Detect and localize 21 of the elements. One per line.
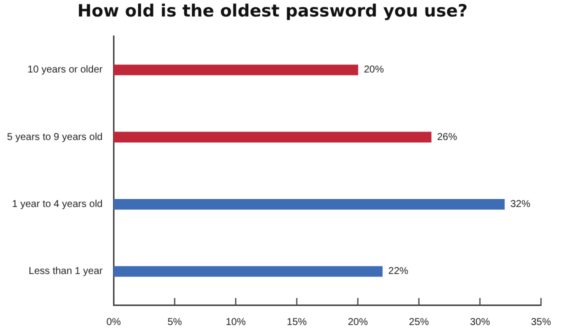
x-tick-label: 30% — [470, 316, 490, 328]
bar — [114, 132, 432, 142]
data-label: 22% — [388, 266, 408, 278]
data-label: 20% — [364, 64, 384, 76]
x-tick-label: 35% — [530, 316, 552, 328]
bar — [114, 266, 383, 277]
x-tick-label: 10% — [226, 316, 246, 328]
x-tick-label: 20% — [348, 316, 368, 328]
x-tick-label: 25% — [408, 316, 430, 328]
chart-title: How old is the oldest password you use? — [77, 2, 468, 22]
data-label: 32% — [510, 199, 530, 210]
y-tick-label: 1 year to 4 years old — [12, 199, 103, 210]
bar — [114, 198, 505, 210]
y-tick-label: 10 years or older — [28, 64, 104, 76]
bar — [114, 64, 358, 76]
x-tick-label: 5% — [167, 316, 182, 328]
x-tick-label: 0% — [106, 316, 121, 328]
y-tick-label: 5 years to 9 years old — [6, 132, 103, 143]
x-tick-label: 15% — [286, 316, 307, 328]
data-label: 26% — [437, 132, 458, 143]
y-tick-label: Less than 1 year — [28, 266, 104, 278]
